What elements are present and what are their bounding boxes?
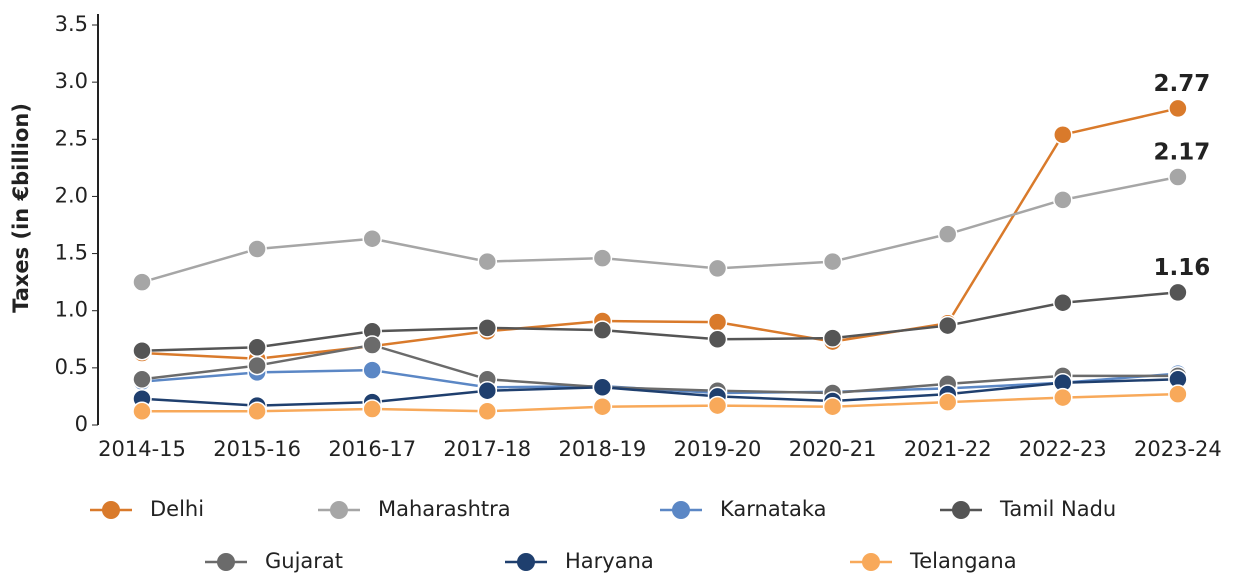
data-point (132, 369, 152, 390)
data-point (247, 355, 267, 376)
data-point (1168, 282, 1188, 303)
legend-label: Tamil Nadu (999, 497, 1116, 521)
data-point (362, 335, 382, 355)
x-tick-label: 2020-21 (789, 437, 877, 461)
x-tick-label: 2016-17 (328, 437, 416, 461)
x-tick-label: 2014-15 (98, 437, 186, 461)
data-label: 2.17 (1154, 140, 1211, 166)
series-line (142, 392, 1178, 413)
data-point (1168, 98, 1188, 119)
y-tick-label: 2.0 (55, 183, 88, 207)
legend-marker (672, 501, 690, 519)
legend-marker (862, 553, 880, 571)
data-point (362, 360, 382, 380)
series-line (141, 378, 1178, 407)
y-tick-label: 1.5 (55, 241, 88, 265)
legend-label: Telangana (909, 549, 1017, 573)
legend-label: Maharashtra (378, 497, 511, 521)
data-point (937, 392, 958, 412)
legend-marker (217, 553, 235, 571)
data-point (1168, 167, 1188, 187)
data-point (247, 239, 267, 259)
data-point (132, 401, 152, 422)
data-label: 2.77 (1154, 71, 1211, 97)
y-tick-label: 2.5 (55, 126, 88, 150)
y-tick-label: 3.0 (55, 69, 88, 93)
x-tick-label: 2022-23 (1019, 437, 1107, 461)
legend-label: Gujarat (265, 549, 343, 573)
data-point (707, 329, 728, 350)
data-point (592, 248, 613, 268)
x-tick-label: 2023-24 (1134, 437, 1222, 461)
x-tick-label: 2017-18 (443, 437, 531, 461)
legend-marker (517, 553, 535, 571)
data-point (822, 328, 843, 348)
legend-marker (102, 501, 120, 519)
data-point (937, 315, 958, 336)
data-point (1168, 384, 1188, 404)
data-point (477, 251, 498, 272)
y-tick-label: 0 (75, 412, 88, 436)
data-label: 1.16 (1154, 255, 1211, 281)
legend-marker (952, 501, 970, 519)
x-tick-label: 2015-16 (213, 437, 301, 461)
x-tick-label: 2021-22 (904, 437, 992, 461)
data-point (477, 401, 498, 422)
data-point (592, 320, 613, 340)
data-point (362, 399, 382, 419)
data-point (247, 401, 267, 422)
data-point (477, 318, 498, 338)
series-line (141, 107, 1179, 360)
y-tick-label: 1.0 (55, 298, 88, 322)
data-point (822, 251, 843, 272)
series-line (141, 175, 1179, 284)
x-tick-label: 2018-19 (559, 437, 647, 461)
legend-label: Haryana (565, 549, 654, 573)
data-point (1053, 387, 1073, 408)
data-point (477, 380, 498, 401)
legend-marker (330, 501, 348, 519)
legend-label: Delhi (150, 497, 204, 521)
series-line (141, 343, 1178, 395)
data-point (132, 272, 152, 292)
data-point (822, 396, 843, 417)
data-point (1053, 292, 1073, 313)
y-tick-label: 3.5 (55, 12, 88, 36)
data-point (362, 228, 382, 249)
x-tick-label: 2019-20 (674, 437, 762, 461)
data-point (707, 312, 728, 332)
legend-label: Karnataka (720, 497, 826, 521)
data-point (592, 396, 613, 417)
data-point (132, 340, 152, 361)
data-point (707, 258, 728, 279)
data-point (592, 377, 613, 398)
data-point (707, 395, 728, 416)
series-line (141, 291, 1179, 352)
y-axis-label: Taxes (in €billion) (9, 103, 33, 313)
data-point (1053, 190, 1073, 210)
data-point (1053, 124, 1073, 145)
y-tick-label: 0.5 (55, 355, 88, 379)
data-point (937, 224, 958, 244)
data-point (247, 337, 267, 358)
